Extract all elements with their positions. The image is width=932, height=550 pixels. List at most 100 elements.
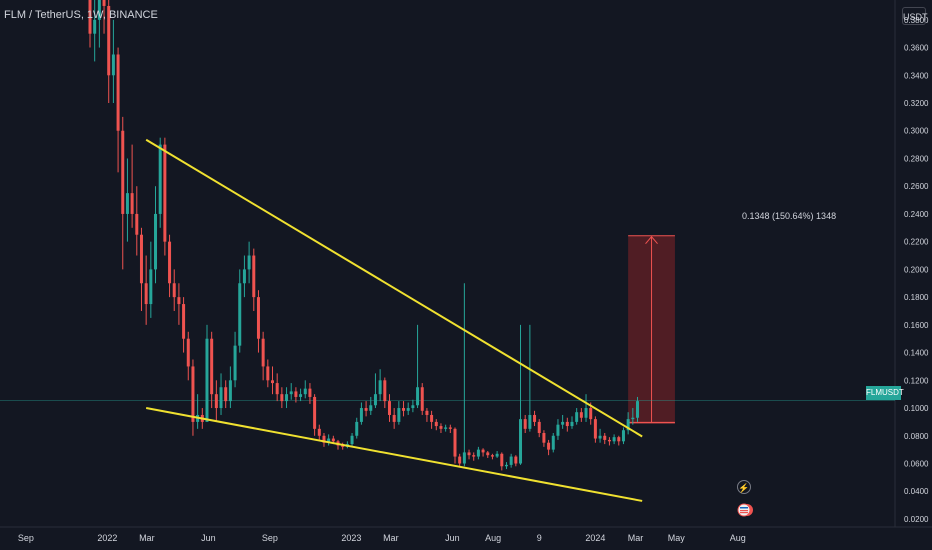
y-tick-label: 0.3400 [904, 71, 929, 80]
price-axis-panel [895, 0, 932, 550]
candle [224, 380, 228, 409]
candle-body [261, 338, 265, 367]
candle-body [402, 408, 406, 411]
y-tick-label: 0.3200 [904, 99, 929, 108]
candle [116, 47, 120, 173]
candle [519, 324, 523, 465]
candle [111, 19, 115, 104]
candle [607, 437, 611, 446]
x-tick-label: 2024 [585, 533, 605, 543]
candle [247, 241, 251, 284]
candle-body [205, 338, 209, 422]
candle [261, 331, 265, 381]
candle-body [411, 405, 415, 409]
candle [542, 430, 546, 447]
candle-body [271, 380, 275, 384]
candle-body [149, 269, 153, 305]
y-tick-label: 0.2400 [904, 210, 929, 219]
candle-body [303, 388, 307, 395]
y-tick-label: 0.0600 [904, 459, 929, 468]
lightning-icon[interactable]: ⚡ [737, 480, 751, 494]
candle-body [88, 0, 92, 34]
y-tick-label: 0.2000 [904, 265, 929, 274]
candle [168, 234, 172, 298]
candle-body [317, 428, 321, 436]
candle [266, 359, 270, 388]
event-flag-icon[interactable] [737, 503, 755, 517]
candle-body [233, 345, 237, 381]
candle-body [467, 452, 471, 456]
candle-body [561, 421, 565, 425]
candle-body [252, 255, 256, 298]
candle-body [168, 241, 172, 284]
candle-body [210, 338, 214, 395]
candle-body [504, 464, 508, 467]
candle [317, 424, 321, 440]
candle-body [313, 396, 317, 429]
y-tick-label: 0.2200 [904, 238, 929, 247]
candle-body [420, 387, 424, 411]
candle [303, 380, 307, 399]
candle-body [607, 439, 611, 442]
candle [373, 373, 377, 409]
candle [139, 227, 143, 311]
candle [537, 419, 541, 438]
candle [369, 396, 373, 415]
y-tick-label: 0.1200 [904, 376, 929, 385]
candle-body [285, 394, 289, 402]
candle [425, 408, 429, 422]
candle [93, 0, 97, 62]
y-tick-label: 0.1400 [904, 349, 929, 358]
measure-label: 0.1348 (150.64%) 1348 [742, 211, 837, 221]
candle-body [289, 391, 293, 395]
candle-body [107, 5, 111, 76]
candle [163, 137, 167, 256]
candle [364, 401, 368, 417]
candle-body [266, 366, 270, 381]
candle [313, 394, 317, 436]
candle-body [462, 452, 466, 464]
candle [453, 427, 457, 464]
candle [476, 446, 480, 460]
candle-body [425, 410, 429, 415]
candle-body [621, 430, 625, 442]
candle [504, 462, 508, 470]
candle-body [416, 387, 420, 406]
candle [210, 331, 214, 409]
candle [359, 402, 363, 425]
candle [509, 453, 513, 468]
y-tick-label: 0.2600 [904, 182, 929, 191]
candle-body [481, 449, 485, 453]
candle [135, 186, 139, 256]
currency-selector[interactable]: USDT [902, 7, 928, 25]
candle-body [387, 401, 391, 415]
x-tick-label: Mar [628, 533, 644, 543]
candle [612, 434, 616, 445]
candle-body [154, 213, 158, 270]
candle [523, 414, 527, 433]
candle [158, 137, 162, 228]
candle-body [392, 414, 396, 422]
candle-body [322, 435, 326, 443]
candle [439, 423, 443, 433]
candle-body [93, 19, 97, 34]
target-arrow-head [645, 235, 658, 245]
candle [448, 424, 452, 433]
candle [561, 414, 565, 429]
candle [182, 297, 186, 353]
candle [327, 434, 331, 446]
candle-body [214, 394, 218, 409]
candle-body [139, 234, 143, 284]
candle [177, 283, 181, 325]
candle [402, 401, 406, 417]
candle-body [453, 428, 457, 457]
candle-body [182, 304, 186, 339]
candle-body [430, 414, 434, 422]
candle-body [486, 452, 490, 456]
candle [434, 419, 438, 431]
y-tick-label: 0.3800 [904, 16, 929, 25]
candle [462, 283, 466, 467]
candle-body [575, 412, 579, 422]
candle [467, 449, 471, 460]
